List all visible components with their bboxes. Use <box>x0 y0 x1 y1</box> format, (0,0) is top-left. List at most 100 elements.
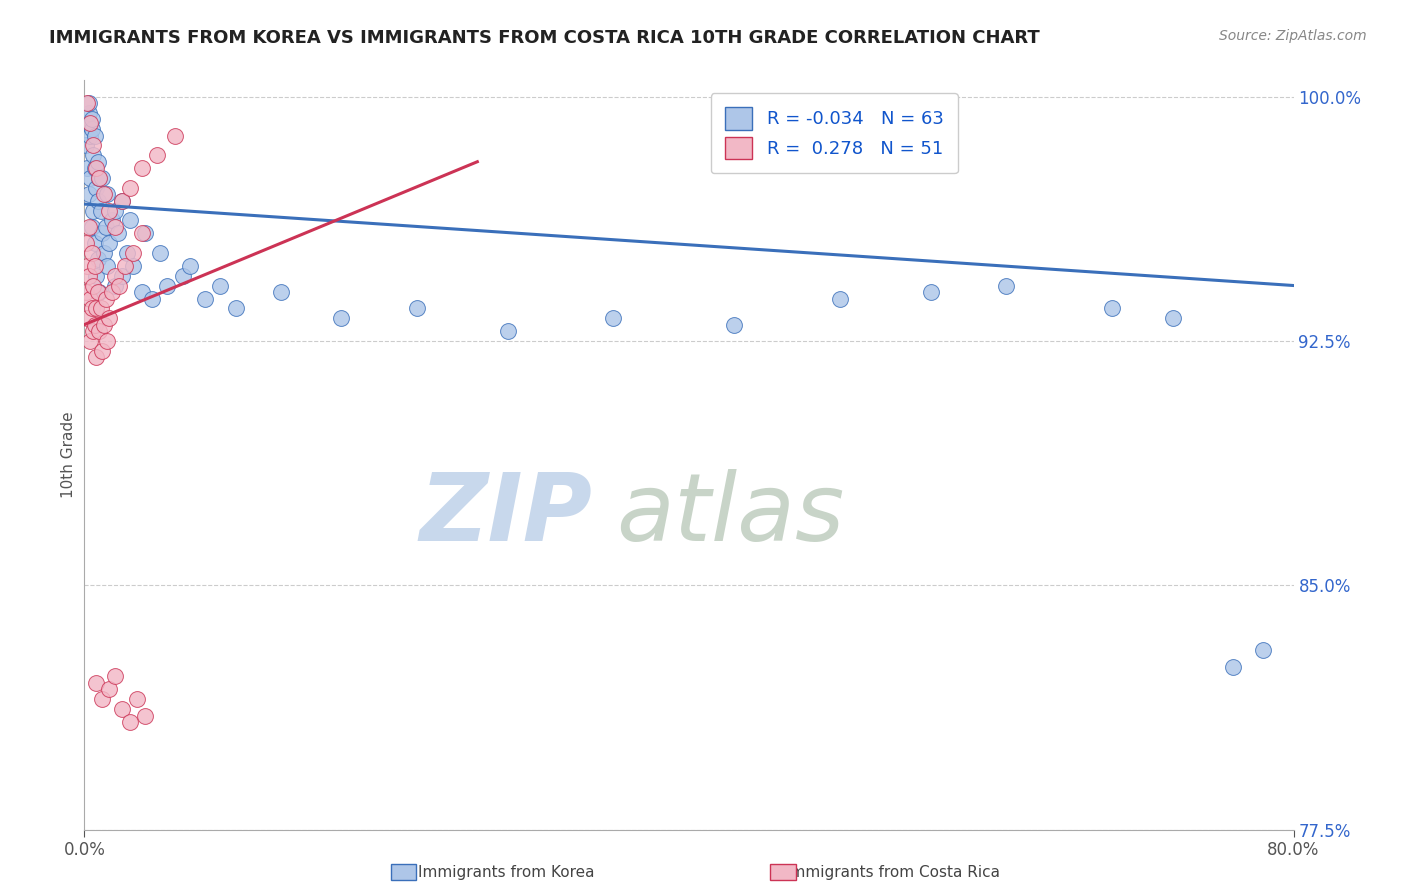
Point <box>172 268 194 283</box>
Point <box>104 203 127 218</box>
Point <box>111 268 134 283</box>
Point <box>82 324 104 338</box>
Point <box>79 292 101 306</box>
Point <box>84 128 107 143</box>
Point <box>89 324 111 338</box>
Point <box>131 161 153 176</box>
Point <box>104 219 127 234</box>
Point <box>90 203 112 218</box>
Point <box>111 194 134 208</box>
Point <box>91 692 114 706</box>
Point <box>93 318 115 332</box>
Point <box>82 278 104 293</box>
Point <box>76 115 98 129</box>
Point <box>80 219 103 234</box>
Point <box>82 138 104 153</box>
Point <box>194 292 217 306</box>
Point <box>134 708 156 723</box>
Point <box>141 292 163 306</box>
Point <box>94 219 117 234</box>
Text: Immigrants from Korea: Immigrants from Korea <box>418 865 595 880</box>
Text: Immigrants from Costa Rica: Immigrants from Costa Rica <box>786 865 1000 880</box>
Point <box>86 268 108 283</box>
Point <box>77 106 100 120</box>
Point <box>82 148 104 162</box>
Point <box>96 187 118 202</box>
Point <box>156 278 179 293</box>
Point <box>79 171 101 186</box>
Point <box>118 213 141 227</box>
Point <box>100 285 122 299</box>
Point <box>108 278 131 293</box>
Point <box>89 285 111 299</box>
Text: atlas: atlas <box>616 469 845 560</box>
Point <box>121 259 143 273</box>
Point <box>100 213 122 227</box>
Point <box>149 246 172 260</box>
Point <box>77 187 100 202</box>
Point <box>91 171 114 186</box>
Point <box>84 318 107 332</box>
Point <box>86 676 108 690</box>
Point <box>115 246 138 260</box>
Point <box>79 128 101 143</box>
Point <box>93 187 115 202</box>
Text: Source: ZipAtlas.com: Source: ZipAtlas.com <box>1219 29 1367 43</box>
Point <box>91 227 114 241</box>
Point <box>114 259 136 273</box>
Point <box>90 301 112 316</box>
Point <box>496 324 519 338</box>
Point <box>97 236 120 251</box>
Point <box>134 227 156 241</box>
Point <box>104 278 127 293</box>
Point <box>75 285 97 299</box>
Point <box>89 171 111 186</box>
Point <box>77 268 100 283</box>
Point <box>127 692 149 706</box>
Point <box>94 292 117 306</box>
Point <box>97 203 120 218</box>
Point <box>406 301 429 316</box>
Point <box>89 171 111 186</box>
Point <box>79 334 101 348</box>
Point <box>118 714 141 729</box>
Point <box>86 350 108 364</box>
Point <box>80 301 103 316</box>
Point <box>209 278 232 293</box>
Y-axis label: 10th Grade: 10th Grade <box>60 411 76 499</box>
Point <box>121 246 143 260</box>
Point <box>80 112 103 127</box>
Point <box>330 311 353 326</box>
Point <box>75 236 97 251</box>
Point <box>179 259 201 273</box>
Point <box>131 227 153 241</box>
Point <box>995 278 1018 293</box>
Point <box>723 318 745 332</box>
Point <box>830 292 852 306</box>
Point <box>93 246 115 260</box>
Point <box>77 96 100 111</box>
Point <box>82 203 104 218</box>
Point <box>77 219 100 234</box>
Point <box>86 301 108 316</box>
Text: ZIP: ZIP <box>419 469 592 561</box>
Point <box>270 285 292 299</box>
Point <box>1161 311 1184 326</box>
Point <box>76 259 98 273</box>
Point <box>1222 659 1244 673</box>
Point <box>920 285 942 299</box>
Point <box>97 311 120 326</box>
Point <box>107 227 129 241</box>
Point <box>97 682 120 697</box>
Point <box>86 181 108 195</box>
Point <box>104 669 127 683</box>
Point <box>75 138 97 153</box>
Point <box>104 268 127 283</box>
Point <box>602 311 624 326</box>
Point <box>146 148 169 162</box>
Point <box>79 115 101 129</box>
Point <box>86 161 108 176</box>
Point <box>118 181 141 195</box>
Point <box>1253 643 1275 657</box>
Point <box>165 128 187 143</box>
